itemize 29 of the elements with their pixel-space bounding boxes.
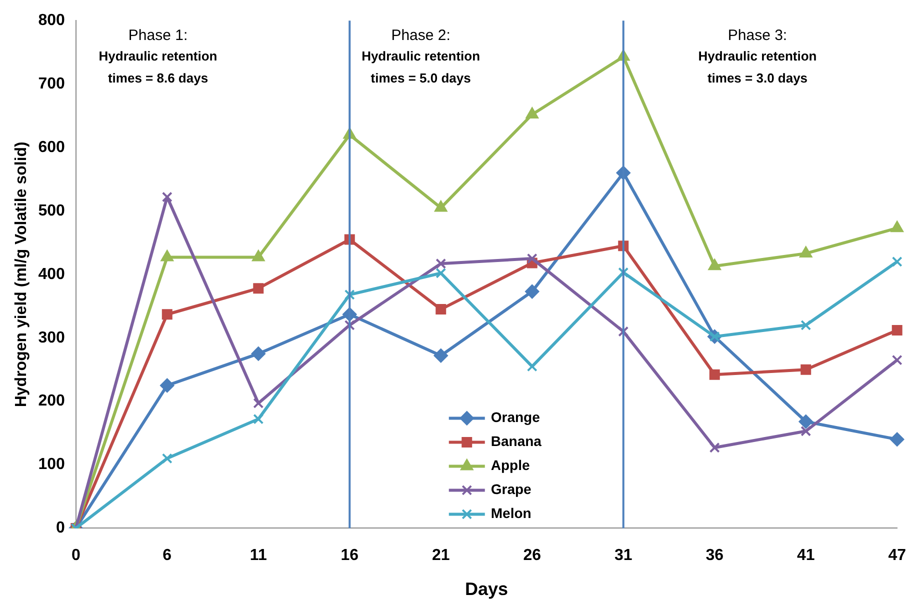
y-tick-label: 300 bbox=[38, 329, 65, 346]
legend-label: Melon bbox=[490, 505, 532, 522]
x-tick-label: 47 bbox=[888, 547, 906, 564]
y-tick-label: 100 bbox=[38, 456, 65, 474]
legend-label: Orange bbox=[490, 409, 540, 426]
x-tick-label: 26 bbox=[523, 547, 542, 564]
x-tick-label: 11 bbox=[250, 547, 267, 564]
y-tick-label: 400 bbox=[38, 266, 65, 283]
x-tick-label: 0 bbox=[71, 547, 80, 564]
y-axis-title: Hydrogen yield (ml/g Volatile solid) bbox=[13, 142, 30, 408]
legend-label: Grape bbox=[490, 481, 532, 498]
y-tick-label: 600 bbox=[38, 138, 65, 156]
y-tick-label: 700 bbox=[38, 75, 65, 92]
annotation: Phase 3: Hydraulic retention times = 3.0 days bbox=[698, 27, 817, 86]
x-tick-label: 21 bbox=[432, 547, 450, 564]
x-tick-label: 16 bbox=[340, 547, 359, 564]
x-axis-title: Days bbox=[464, 579, 508, 600]
y-tick-label: 800 bbox=[38, 12, 65, 30]
y-tick-label: 0 bbox=[56, 520, 65, 537]
annotation: Phase 2: Hydraulic retention times = 5.0 days bbox=[362, 27, 480, 86]
y-tick-label: 500 bbox=[38, 202, 65, 220]
legend-label: Apple bbox=[490, 457, 530, 474]
x-tick-label: 6 bbox=[162, 547, 172, 564]
x-tick-label: 41 bbox=[796, 547, 815, 564]
x-tick-label: 36 bbox=[706, 547, 724, 564]
y-tick-label: 200 bbox=[38, 392, 65, 410]
annotation: Phase 1: Hydraulic retention times = 8.6 days bbox=[98, 27, 218, 86]
x-tick-label: 31 bbox=[614, 547, 632, 564]
legend-label: Banana bbox=[490, 433, 542, 450]
